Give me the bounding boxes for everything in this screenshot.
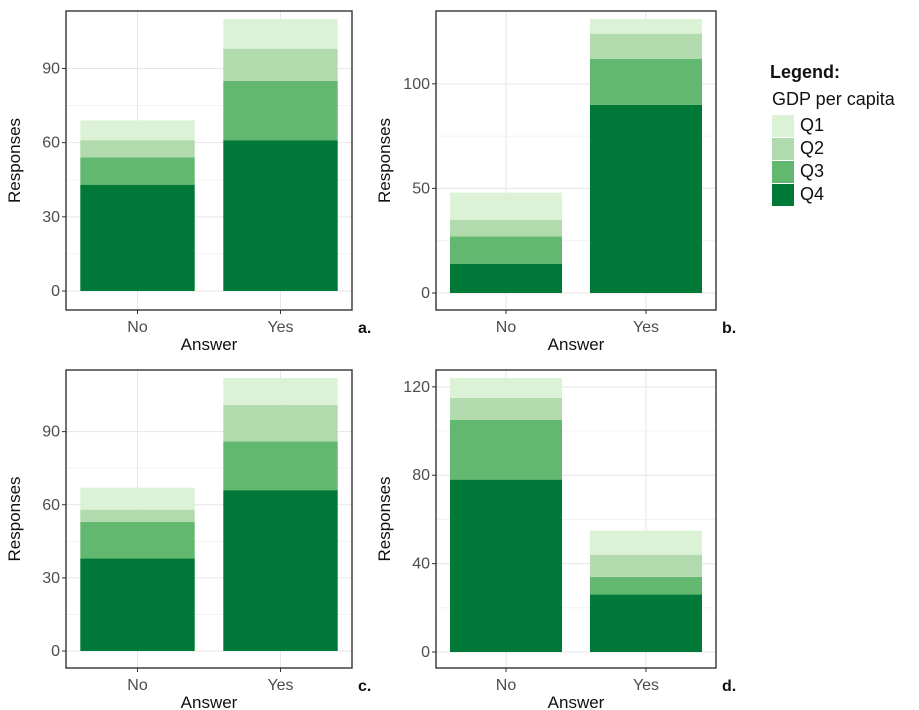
- y-tick-label: 100: [403, 76, 430, 93]
- y-tick-label: 30: [42, 570, 60, 587]
- legend: Legend: GDP per capita Q1 Q2 Q3 Q4: [770, 62, 895, 206]
- y-tick-label: 0: [421, 285, 430, 302]
- bar-no-q2: [80, 140, 195, 158]
- legend-subtitle: GDP per capita: [772, 89, 895, 109]
- bar-yes-q4: [590, 594, 702, 652]
- bar-yes-q1: [223, 19, 338, 49]
- x-tick-label: No: [496, 319, 517, 336]
- y-axis-title: Responses: [5, 118, 24, 203]
- x-tick-label: No: [496, 677, 517, 694]
- x-axis-title: Answer: [548, 693, 605, 710]
- bar-no-q4: [450, 263, 562, 293]
- bar-no-q4: [450, 479, 562, 652]
- panel-label: c.: [358, 678, 371, 695]
- chart-panel-2: 0 50 100 No Yes Answer Responses b.: [375, 10, 736, 354]
- bar-no-q4: [80, 558, 195, 651]
- y-tick-label: 60: [42, 135, 60, 152]
- bar-yes-q4: [223, 490, 338, 651]
- bar-no-q1: [450, 192, 562, 220]
- legend-label-q2: Q2: [800, 138, 825, 158]
- bar-yes-q3: [223, 80, 338, 141]
- bar-no-q2: [80, 509, 195, 522]
- legend-swatch-q1: [772, 114, 794, 137]
- bar-yes-q2: [223, 48, 338, 81]
- y-tick-label: 80: [412, 467, 430, 484]
- bar-no-q3: [80, 157, 195, 185]
- y-tick-label: 120: [403, 379, 430, 396]
- bar-no-q3: [450, 419, 562, 480]
- bar-yes-q4: [223, 140, 338, 291]
- y-axis-title: Responses: [5, 476, 24, 561]
- y-tick-label: 90: [42, 60, 60, 77]
- y-tick-label: 90: [42, 424, 60, 441]
- bar-yes-q1: [223, 378, 338, 405]
- bar-yes-q1: [590, 19, 702, 34]
- x-tick-label: Yes: [633, 677, 659, 694]
- x-tick-label: Yes: [267, 677, 293, 694]
- x-axis-title: Answer: [181, 693, 238, 710]
- legend-item-q1: Q1: [772, 114, 895, 137]
- panel-border: [65, 10, 353, 311]
- bar-no-q3: [80, 521, 195, 559]
- bar-yes-q3: [590, 576, 702, 595]
- panel-label: a.: [358, 320, 371, 337]
- legend-item-q3: Q3: [772, 160, 895, 183]
- bar-yes-q2: [223, 404, 338, 442]
- legend-swatch-q2: [772, 137, 794, 160]
- x-axis-title: Answer: [548, 335, 605, 354]
- x-tick-label: No: [127, 319, 148, 336]
- panel-border: [65, 369, 353, 669]
- y-tick-label: 0: [421, 644, 430, 661]
- y-tick-label: 30: [42, 209, 60, 226]
- panel-label: d.: [722, 678, 736, 695]
- legend-title: Legend:: [770, 62, 840, 82]
- y-axis-title: Responses: [375, 476, 394, 561]
- legend-label-q3: Q3: [800, 161, 825, 181]
- bar-no-q1: [80, 487, 195, 510]
- y-tick-label: 40: [412, 556, 430, 573]
- y-tick-label: 60: [42, 497, 60, 514]
- bar-no-q2: [450, 219, 562, 237]
- legend-label-q1: Q1: [800, 115, 825, 135]
- chart-panel-1: 0 30 60 90 No Yes Answer Responses a.: [5, 10, 371, 354]
- legend-swatch-q3: [772, 160, 794, 183]
- bar-no-q1: [80, 120, 195, 141]
- x-tick-label: Yes: [267, 319, 293, 336]
- legend-item-q2: Q2: [772, 137, 895, 160]
- legend-swatch-q4: [772, 183, 794, 206]
- x-axis-title: Answer: [181, 335, 238, 354]
- bar-no-q4: [80, 184, 195, 291]
- panel-label: b.: [722, 320, 736, 337]
- y-tick-label: 50: [412, 180, 430, 197]
- bar-yes-q4: [590, 104, 702, 293]
- chart-panel-3: 0 30 60 90 No Yes Answer Responses c.: [5, 369, 371, 710]
- y-tick-label: 0: [51, 643, 60, 660]
- legend-label-q4: Q4: [800, 184, 825, 204]
- x-tick-label: Yes: [633, 319, 659, 336]
- bar-yes-q2: [590, 33, 702, 59]
- x-tick-label: No: [127, 677, 148, 694]
- bar-no-q3: [450, 236, 562, 264]
- bar-no-q2: [450, 397, 562, 420]
- bar-yes-q1: [590, 530, 702, 555]
- y-axis-title: Responses: [375, 118, 394, 203]
- bar-yes-q2: [590, 554, 702, 577]
- bar-yes-q3: [590, 58, 702, 105]
- chart-panel-4: 0 40 80 120 No Yes Answer Responses d.: [375, 369, 736, 710]
- panel-border: [435, 369, 717, 669]
- panel-border: [435, 10, 717, 311]
- legend-item-q4: Q4: [772, 183, 895, 206]
- bar-yes-q3: [223, 441, 338, 491]
- bar-no-q1: [450, 378, 562, 398]
- y-tick-label: 0: [51, 283, 60, 300]
